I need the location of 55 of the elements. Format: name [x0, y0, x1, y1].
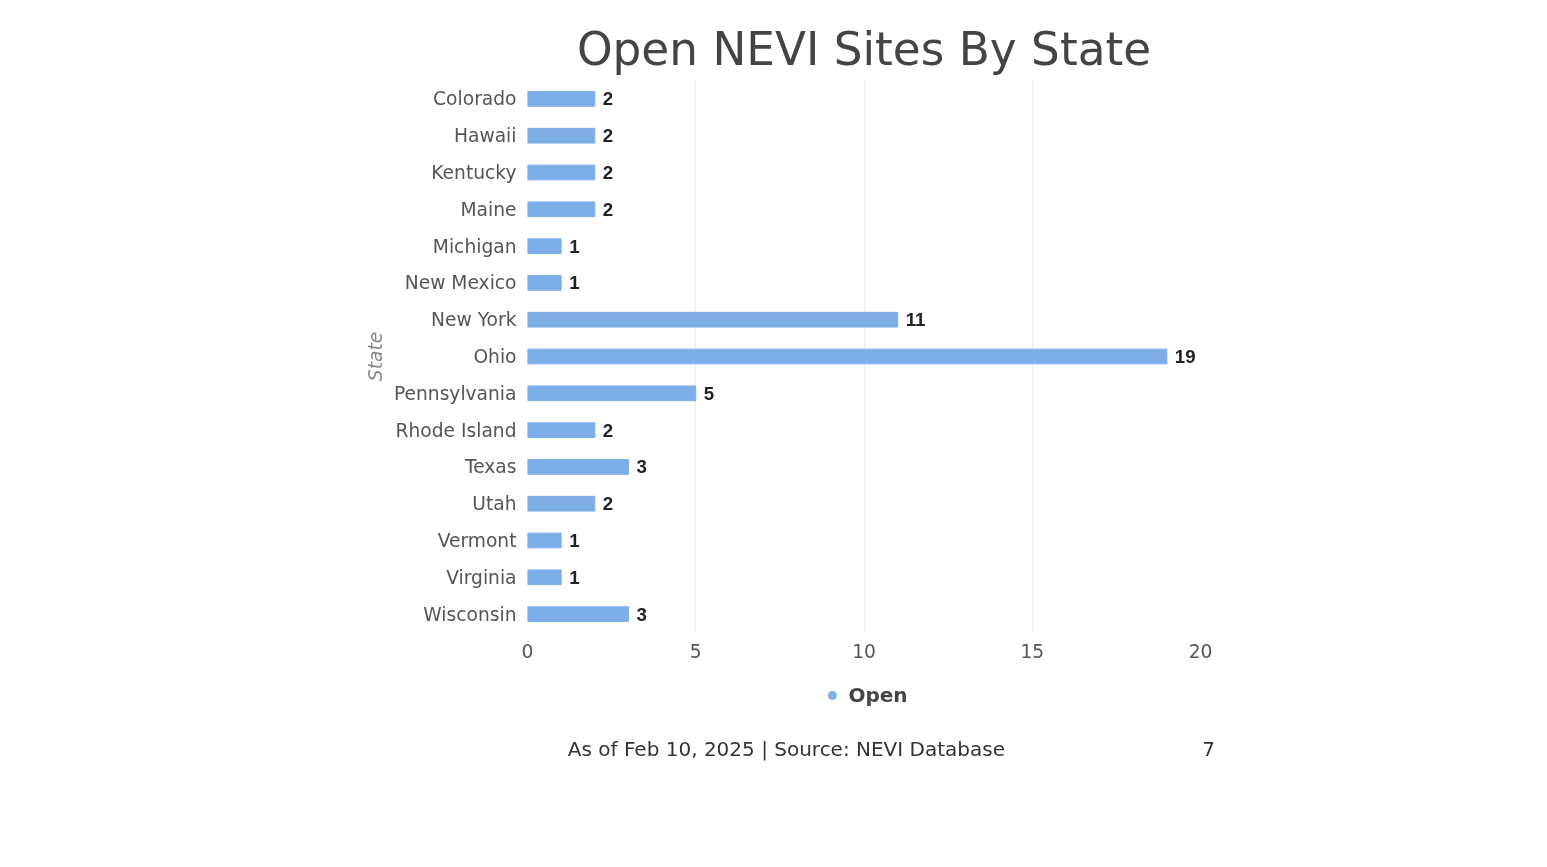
y-tick-label: Michigan [432, 235, 517, 257]
y-tick-label: Utah [472, 493, 517, 515]
x-tick-label: 5 [689, 640, 702, 662]
text: As of Feb 10, 2025 | Source: NEVI Database [567, 736, 1005, 763]
y-tick-label: Rhode Island [395, 419, 517, 441]
data-label: 3 [636, 603, 647, 625]
data-label: 1 [569, 530, 580, 551]
y-tick-label: Texas [463, 456, 517, 478]
bar [527, 348, 1168, 365]
bar [527, 311, 899, 328]
bar [527, 495, 596, 512]
bar [527, 606, 629, 622]
bar [527, 385, 697, 402]
bar [527, 422, 596, 438]
y-tick-label: Wisconsin [423, 603, 517, 625]
bar [527, 164, 596, 181]
y-tick-label: New York [431, 309, 517, 331]
text: 7 [1202, 736, 1215, 763]
bar [527, 91, 596, 107]
bar [527, 532, 562, 549]
x-tick-label: 15 [1020, 640, 1045, 662]
y-tick-label: Pennsylvania [393, 382, 517, 404]
y-tick-label: New Mexico [404, 272, 517, 294]
data-label: 1 [569, 566, 580, 588]
y-tick-label: Ohio [473, 346, 517, 367]
data-label: 3 [636, 456, 647, 478]
bar [527, 201, 596, 218]
bar [527, 459, 629, 475]
chart-title: Open NEVI Sites By State [576, 22, 1152, 76]
data-label: 1 [569, 272, 580, 294]
data-label: 2 [602, 162, 614, 183]
bar [527, 238, 562, 254]
legend-label: Open [848, 683, 908, 707]
data-label: 11 [905, 309, 926, 331]
data-label: 5 [703, 382, 715, 404]
bar [527, 275, 562, 291]
data-label: 2 [602, 493, 614, 515]
data-label: 19 [1174, 346, 1196, 367]
x-tick-label: 20 [1188, 640, 1213, 662]
x-tick-label: 10 [852, 640, 876, 662]
bar [527, 127, 596, 144]
data-label: 2 [602, 88, 614, 110]
y-tick-label: Colorado [433, 88, 517, 110]
y-tick-label: Hawaii [453, 125, 517, 147]
data-label: 2 [602, 419, 614, 441]
data-label: 1 [569, 235, 580, 257]
data-label: 2 [602, 125, 614, 147]
data-label: 2 [602, 198, 614, 220]
y-tick-label: Kentucky [431, 162, 517, 183]
y-tick-label: Vermont [437, 530, 517, 551]
bar [527, 569, 562, 586]
y-tick-label: Maine [460, 198, 517, 220]
y-axis-title: State [364, 331, 386, 382]
x-tick-label: 0 [521, 640, 534, 662]
y-tick-label: Virginia [446, 566, 517, 588]
